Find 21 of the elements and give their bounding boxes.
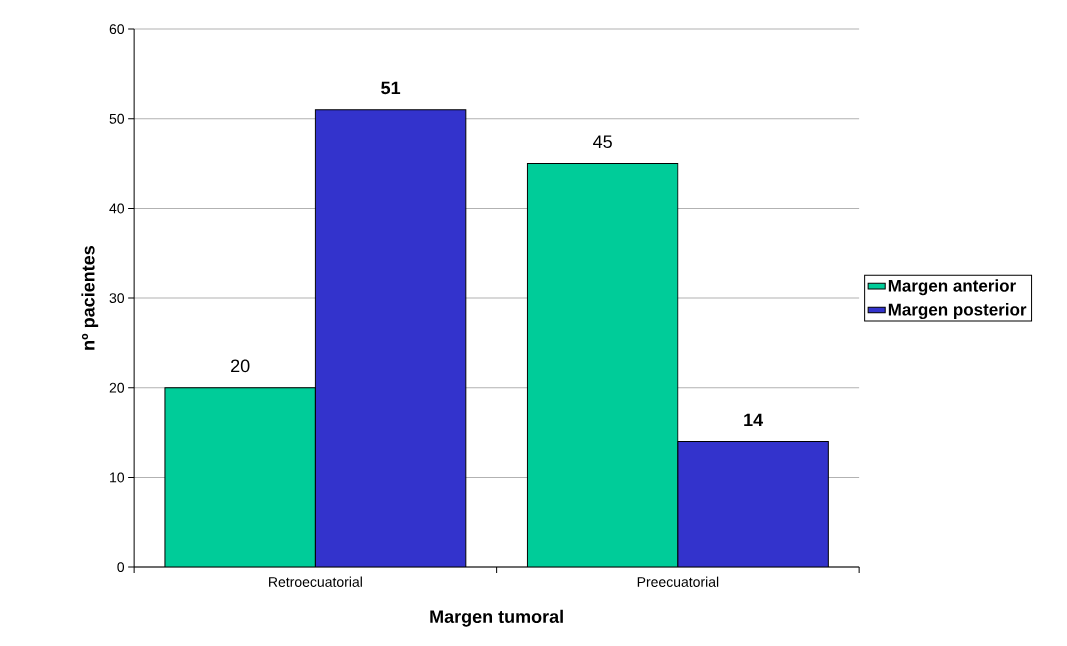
bar bbox=[315, 109, 466, 568]
x-axis-title: Margen tumoral bbox=[430, 609, 563, 627]
y-tick-label: 30 bbox=[109, 293, 125, 304]
x-tick-label: Retroecuatorial bbox=[269, 576, 362, 587]
data-label: 20 bbox=[231, 359, 250, 373]
data-label: 51 bbox=[381, 81, 401, 95]
legend-label: Margen anterior bbox=[888, 279, 1016, 296]
bar bbox=[526, 163, 679, 568]
y-tick-label: 40 bbox=[109, 203, 125, 214]
data-label: 14 bbox=[744, 413, 764, 427]
y-tick-label: 10 bbox=[110, 472, 125, 483]
x-tick-label: Preecuatorial bbox=[637, 576, 719, 587]
y-tick-label: 20 bbox=[109, 382, 125, 393]
legend-label: Margen posterior bbox=[888, 303, 1027, 320]
bar bbox=[677, 441, 829, 568]
bar bbox=[164, 387, 316, 568]
y-axis-title: nº pacientes bbox=[81, 246, 99, 350]
data-label: 45 bbox=[593, 135, 612, 149]
y-tick-label: 50 bbox=[109, 113, 125, 124]
y-tick-label: 60 bbox=[109, 24, 125, 35]
y-tick-label: 0 bbox=[117, 562, 125, 573]
